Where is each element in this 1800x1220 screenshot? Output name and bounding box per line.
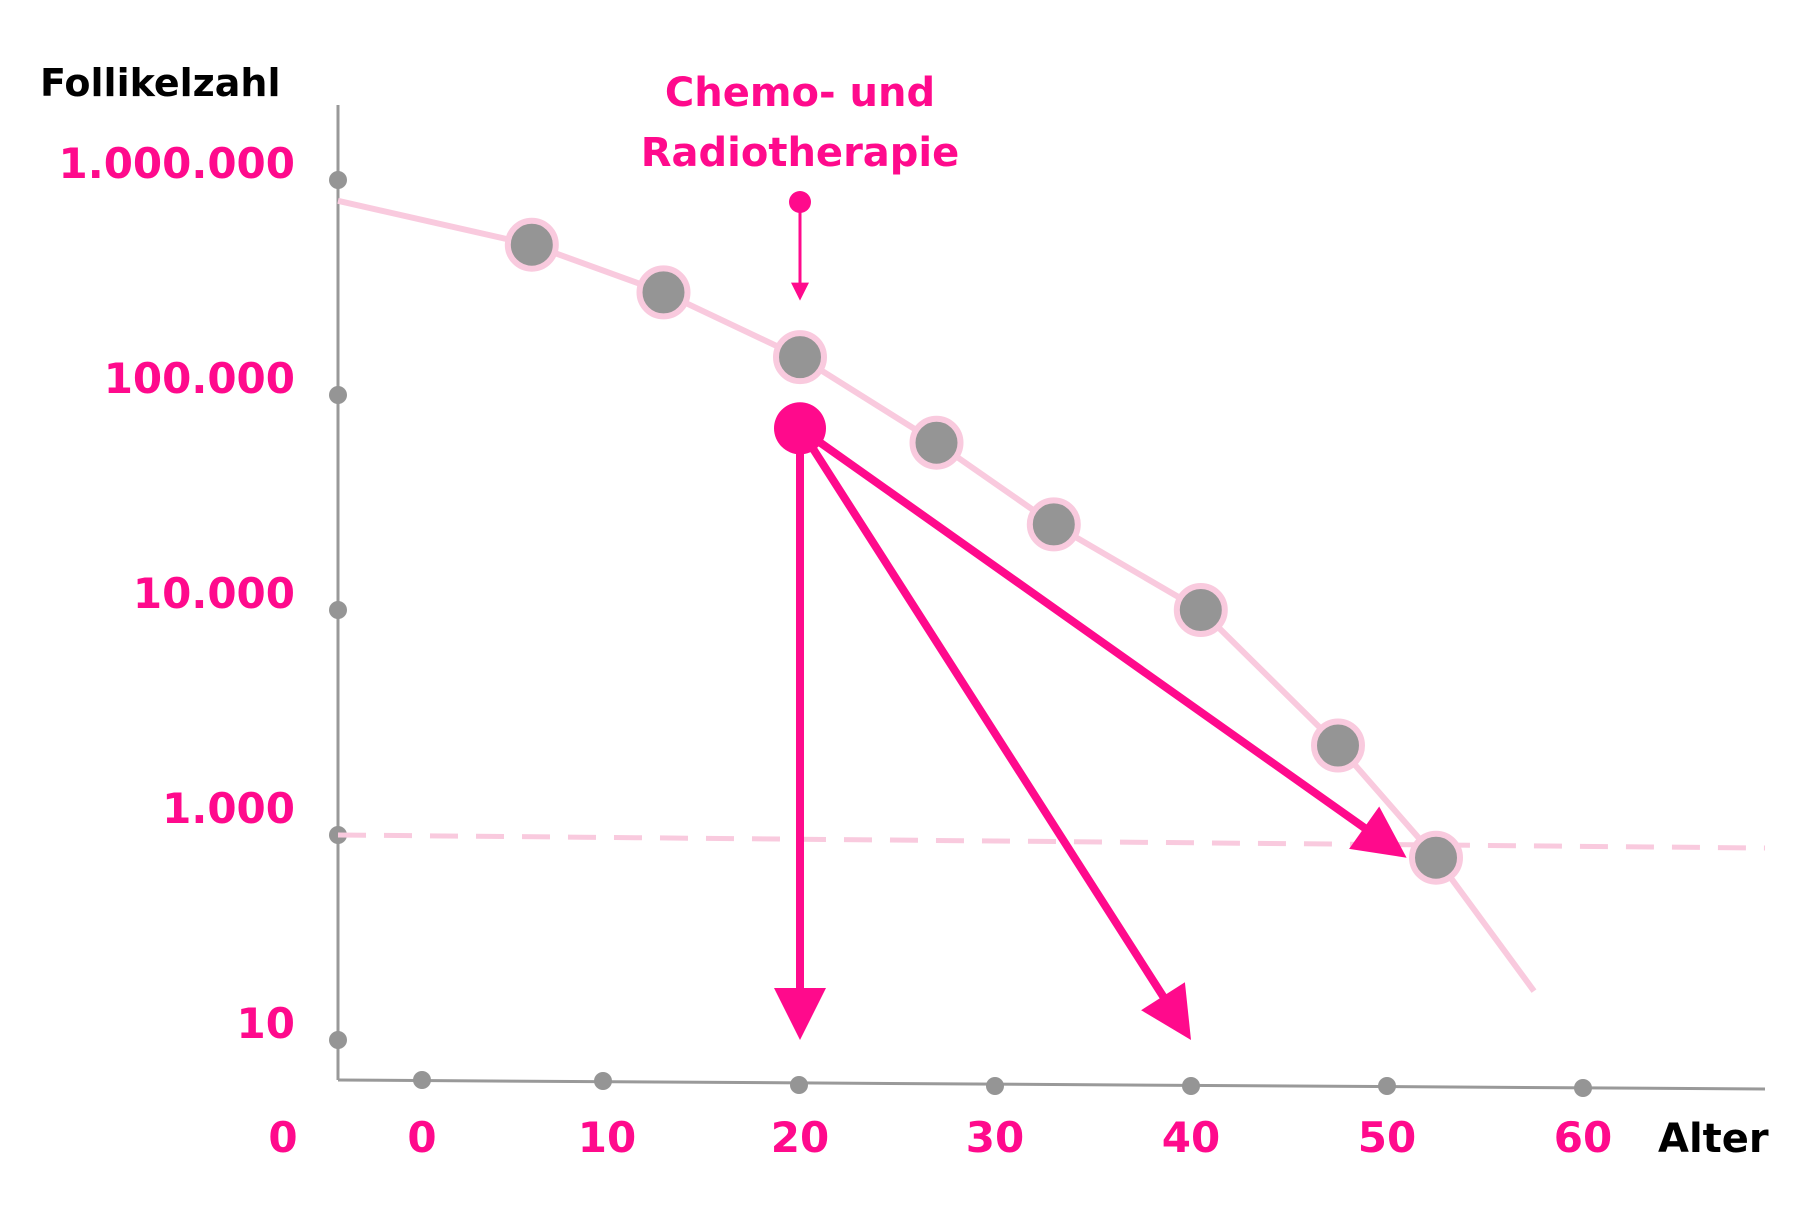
x-tick-dot-60	[1574, 1079, 1592, 1097]
x-tick-label-20: 20	[771, 1113, 829, 1162]
y-tick-label-1000000: 1.000.000	[59, 139, 295, 188]
therapy-start-point	[774, 402, 826, 455]
data-point	[504, 217, 559, 272]
x-tick-group-20: 20	[771, 1076, 829, 1162]
y-tick-dot-1000000	[329, 171, 347, 189]
y-tick-dot-100000	[329, 386, 347, 404]
x-tick-label-60: 60	[1554, 1113, 1612, 1162]
x-tick-dot-30	[986, 1077, 1004, 1095]
curve-layer	[337, 197, 1537, 993]
data-point	[636, 265, 691, 320]
therapy-annotation-line2: Radiotherapie	[641, 130, 960, 176]
y-tick-label-10: 10	[237, 999, 295, 1048]
x-tick-label-10: 10	[578, 1113, 636, 1162]
data-point	[1026, 497, 1081, 552]
data-point	[1173, 583, 1228, 637]
projection-arrowhead-2	[1141, 982, 1191, 1040]
y-tick-group-4: 10.000	[133, 569, 347, 619]
data-point	[909, 415, 964, 470]
therapy-annotation-line1: Chemo- und	[665, 70, 935, 116]
data-point	[1409, 830, 1463, 885]
follicle-curve	[337, 197, 1537, 993]
projection-arrowhead-1	[774, 988, 826, 1040]
data-point	[773, 330, 827, 385]
projection-line-3	[796, 424, 1369, 832]
x-tick-group-40: 40	[1162, 1077, 1220, 1162]
x-tick-label-0: 0	[407, 1113, 436, 1162]
x-tick-label-30: 30	[966, 1113, 1024, 1162]
threshold-dashed-line	[337, 832, 1766, 851]
y-tick-label-10000: 10.000	[133, 569, 295, 618]
x-tick-group-50: 50	[1358, 1077, 1416, 1162]
points-layer	[504, 217, 1463, 885]
x-tick-group-10: 10	[578, 1072, 636, 1162]
x-tick-dot-0	[413, 1071, 431, 1089]
y-tick-group-3: 1.000	[162, 784, 347, 844]
x-axis-label: Alter	[1658, 1116, 1769, 1162]
x-axis-line	[337, 1078, 1766, 1091]
y-tick-label-1000: 1.000	[162, 784, 295, 833]
y-axis-label: Follikelzahl	[40, 61, 281, 105]
projection-line-2	[796, 424, 1167, 1001]
x-tick-group-0: 0	[407, 1071, 437, 1162]
x-tick-group-30: 30	[966, 1077, 1024, 1162]
y-tick-group-1: 0	[268, 1113, 297, 1162]
y-tick-dot-10000	[329, 601, 347, 619]
y-tick-dot-10	[329, 1031, 347, 1049]
x-tick-dot-20	[790, 1076, 808, 1094]
x-tick-label-50: 50	[1358, 1113, 1416, 1162]
data-point	[1311, 718, 1365, 773]
x-tick-dot-10	[594, 1072, 612, 1090]
y-tick-group-6: 1.000.000	[59, 139, 347, 189]
therapy-start-layer	[774, 402, 826, 455]
y-tick-group-5: 100.000	[104, 354, 347, 404]
y-tick-label-100000: 100.000	[104, 354, 295, 403]
x-tick-label-40: 40	[1162, 1113, 1220, 1162]
projection-arrowhead-3	[1349, 806, 1407, 858]
x-tick-dot-50	[1378, 1077, 1396, 1095]
x-tick-dot-40	[1182, 1077, 1200, 1095]
projections-layer	[774, 424, 1407, 1040]
x-tick-group-60: 60	[1554, 1079, 1612, 1162]
y-tick-group-2: 10	[237, 999, 347, 1049]
y-tick-label-0: 0	[268, 1113, 297, 1162]
